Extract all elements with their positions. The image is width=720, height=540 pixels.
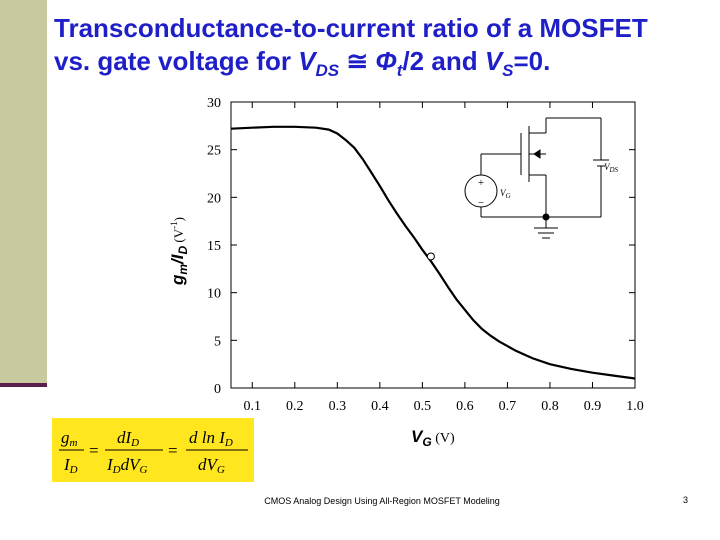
vds-label-v: V <box>604 162 611 172</box>
x-tick-label: 1.0 <box>626 399 644 414</box>
f-lhs-den: I <box>63 455 71 474</box>
y-tick-label: 15 <box>207 239 221 254</box>
title-vs-sub: S <box>502 61 514 81</box>
y-tick-label: 0 <box>214 382 221 397</box>
inset-circuit <box>464 117 609 239</box>
x-ticks: 0.1 0.2 0.3 0.4 0.5 0.6 0.7 0.8 0.9 1.0 <box>244 102 644 414</box>
y-label-sub-d: D <box>176 245 190 254</box>
y-axis-label: gm/ID (V-1) <box>168 217 190 286</box>
y-label-id: /I <box>168 253 187 265</box>
y-tick-label: 20 <box>207 191 221 206</box>
f-mid-den-b: dV <box>121 455 143 474</box>
title-vds-sub: DS <box>315 61 340 81</box>
formula-mid-num: dID <box>117 428 139 449</box>
vds-label: VDS <box>604 162 619 174</box>
formula-rhs-den: dVG <box>198 455 225 476</box>
y-ticks: 0 5 10 15 20 25 30 <box>207 96 635 397</box>
plot-frame <box>230 101 636 389</box>
y-label-g: g <box>168 274 187 286</box>
source-plus: + <box>478 177 484 189</box>
y-tick-label: 5 <box>214 334 221 349</box>
x-tick-label: 0.3 <box>329 399 347 414</box>
formula-rhs-num: d ln ID <box>189 428 233 449</box>
x-tick-label: 0.5 <box>414 399 432 414</box>
slide-footer: CMOS Analog Design Using All-Region MOSF… <box>264 496 500 506</box>
vg-label-v: V <box>500 188 507 198</box>
title-phi: Φ <box>375 46 397 76</box>
slide-title-line2: vs. gate voltage for VDS ≅ Φt/2 and VS=0… <box>54 45 714 87</box>
y-label-close: ) <box>171 217 186 221</box>
f-mid-den-b-sub: G <box>140 464 148 476</box>
formula-eq-1: = <box>89 441 99 460</box>
y-label-sub-m: m <box>176 264 190 275</box>
title-vds: V <box>298 46 316 76</box>
f-rhs-num: d ln I <box>189 428 226 447</box>
y-label-unit: (V <box>171 228 186 246</box>
y-label-exp: -1 <box>169 221 179 229</box>
x-tick-label: 0.2 <box>286 399 304 414</box>
title-phi-sub: t <box>396 61 403 81</box>
x-axis-label: VG (V) <box>411 427 455 449</box>
x-tick-label: 0.9 <box>584 399 602 414</box>
curve-marker-point <box>426 252 435 261</box>
slide-title-line1: Transconductance-to-current ratio of a M… <box>54 13 648 43</box>
f-rhs-den: dV <box>198 455 220 474</box>
title-prefix: vs. gate voltage for <box>54 46 299 76</box>
f-mid-num: dI <box>117 428 133 447</box>
formula-mid-den: IDdVG <box>106 455 148 476</box>
gm-id-formula-box: gm ID = dID IDdVG = d ln ID dVG <box>52 418 254 482</box>
formula-eq-2: = <box>168 441 178 460</box>
chart-panel: 0 5 10 15 20 25 30 0.1 0.2 0.3 0.4 0.5 0.6 0.7 0.8 0.9… <box>163 88 650 452</box>
title-approx: ≅ <box>339 46 376 76</box>
source-minus: − <box>478 197 484 209</box>
formula-lhs-num: gm <box>61 428 78 449</box>
slide-page-number: 3 <box>682 495 688 505</box>
formula-lhs-den: ID <box>63 455 78 476</box>
x-tick-label: 0.8 <box>541 399 559 414</box>
body-arrow <box>533 149 541 159</box>
gm-id-curve <box>230 125 636 380</box>
title-vs: V <box>484 46 503 76</box>
y-tick-label: 25 <box>207 144 221 159</box>
title-over2: /2 and <box>402 46 485 76</box>
series-group <box>230 125 636 380</box>
x-tick-label: 0.4 <box>371 399 389 414</box>
x-axis-label-v: V <box>411 427 424 446</box>
f-mid-num-sub: D <box>130 437 139 449</box>
y-tick-label: 30 <box>207 96 221 111</box>
f-rhs-num-sub: D <box>224 437 233 449</box>
x-tick-label: 0.7 <box>499 399 516 414</box>
x-axis-label-unit: (V) <box>432 431 455 446</box>
slide-sidebar-rule <box>0 383 47 387</box>
f-lhs-num-sub: m <box>70 437 78 449</box>
slide-sidebar-band <box>0 0 47 383</box>
x-tick-label: 0.1 <box>244 399 262 414</box>
vds-label-sub: DS <box>609 166 619 174</box>
y-tick-label: 10 <box>207 287 221 302</box>
chart-axes <box>230 101 636 389</box>
f-mid-den-a-sub: D <box>112 464 121 476</box>
gm-id-chart: 0 5 10 15 20 25 30 0.1 0.2 0.3 0.4 0.5 0.6 0.7 0.8 0.9… <box>168 96 644 449</box>
vg-label-sub: G <box>506 192 511 200</box>
ground-node-dot <box>542 213 550 221</box>
f-lhs-num: g <box>61 428 70 447</box>
slide-title: Transconductance-to-current ratio of a M… <box>54 12 714 87</box>
f-rhs-den-sub: G <box>217 464 225 476</box>
f-lhs-den-sub: D <box>69 464 78 476</box>
f-mid-den-a: I <box>106 455 114 474</box>
formula-svg: gm ID = dID IDdVG = d ln ID dVG <box>59 428 248 476</box>
x-tick-label: 0.6 <box>456 399 474 414</box>
title-vs-end: =0. <box>513 46 551 76</box>
vg-label: VG <box>500 188 511 200</box>
x-axis-label-sub: G <box>422 435 431 449</box>
